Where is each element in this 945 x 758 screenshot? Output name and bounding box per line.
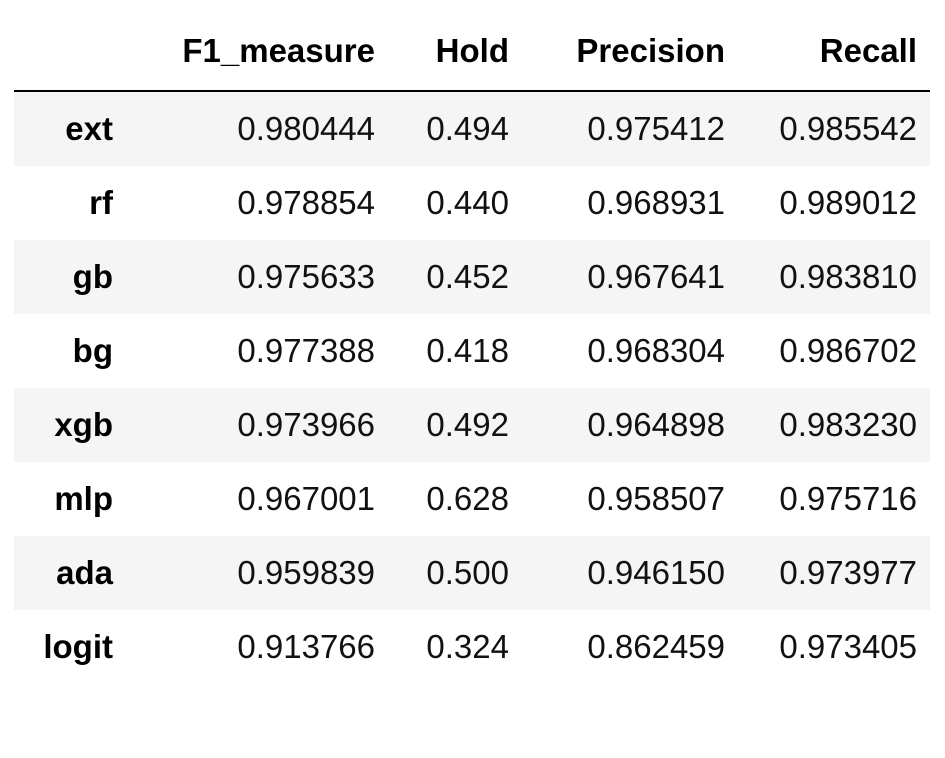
table-row: ext 0.980444 0.494 0.975412 0.985542 (14, 91, 930, 166)
row-label: ada (56, 554, 113, 591)
cell-f1-measure: 0.978854 (237, 184, 375, 221)
cell-hold: 0.440 (426, 184, 509, 221)
header-row: F1_measure Hold Precision Recall (14, 12, 930, 92)
cell-f1-measure: 0.977388 (237, 332, 375, 369)
cell-f1-measure: 0.959839 (237, 554, 375, 591)
cell-f1-measure: 0.973966 (237, 406, 375, 443)
cell-precision: 0.958507 (587, 480, 725, 517)
cell-recall: 0.985542 (779, 110, 917, 147)
row-label: xgb (54, 406, 113, 443)
cell-hold: 0.418 (426, 332, 509, 369)
cell-precision: 0.967641 (587, 258, 725, 295)
cell-f1-measure: 0.980444 (237, 110, 375, 147)
cell-recall: 0.973977 (779, 554, 917, 591)
cell-hold: 0.500 (426, 554, 509, 591)
cell-hold: 0.452 (426, 258, 509, 295)
column-header-hold: Hold (388, 12, 522, 92)
cell-hold: 0.492 (426, 406, 509, 443)
cell-hold: 0.494 (426, 110, 509, 147)
cell-recall: 0.989012 (779, 184, 917, 221)
cell-recall: 0.986702 (779, 332, 917, 369)
index-header (14, 12, 126, 92)
table-row: mlp 0.967001 0.628 0.958507 0.975716 (14, 462, 930, 536)
dataframe-table: F1_measure Hold Precision Recall ext 0.9… (14, 12, 930, 684)
column-header-precision: Precision (522, 12, 738, 92)
cell-precision: 0.968304 (587, 332, 725, 369)
table-row: rf 0.978854 0.440 0.968931 0.989012 (14, 166, 930, 240)
cell-f1-measure: 0.913766 (237, 628, 375, 665)
cell-recall: 0.983810 (779, 258, 917, 295)
row-label: gb (72, 258, 113, 295)
table-row: xgb 0.973966 0.492 0.964898 0.983230 (14, 388, 930, 462)
table-row: bg 0.977388 0.418 0.968304 0.986702 (14, 314, 930, 388)
cell-precision: 0.975412 (587, 110, 725, 147)
table-body: ext 0.980444 0.494 0.975412 0.985542 rf … (14, 91, 930, 684)
cell-recall: 0.975716 (779, 480, 917, 517)
row-label: bg (72, 332, 113, 369)
cell-f1-measure: 0.967001 (237, 480, 375, 517)
table-header: F1_measure Hold Precision Recall (14, 12, 930, 92)
table-row: logit 0.913766 0.324 0.862459 0.973405 (14, 610, 930, 684)
row-label: mlp (54, 480, 113, 517)
table-row: gb 0.975633 0.452 0.967641 0.983810 (14, 240, 930, 314)
column-header-f1-measure: F1_measure (126, 12, 388, 92)
cell-precision: 0.964898 (587, 406, 725, 443)
cell-hold: 0.628 (426, 480, 509, 517)
cell-recall: 0.983230 (779, 406, 917, 443)
table-row: ada 0.959839 0.500 0.946150 0.973977 (14, 536, 930, 610)
row-label: logit (43, 628, 113, 665)
cell-hold: 0.324 (426, 628, 509, 665)
cell-precision: 0.862459 (587, 628, 725, 665)
cell-recall: 0.973405 (779, 628, 917, 665)
cell-precision: 0.946150 (587, 554, 725, 591)
row-label: ext (65, 110, 113, 147)
cell-precision: 0.968931 (587, 184, 725, 221)
cell-f1-measure: 0.975633 (237, 258, 375, 295)
column-header-recall: Recall (738, 12, 930, 92)
row-label: rf (89, 184, 113, 221)
